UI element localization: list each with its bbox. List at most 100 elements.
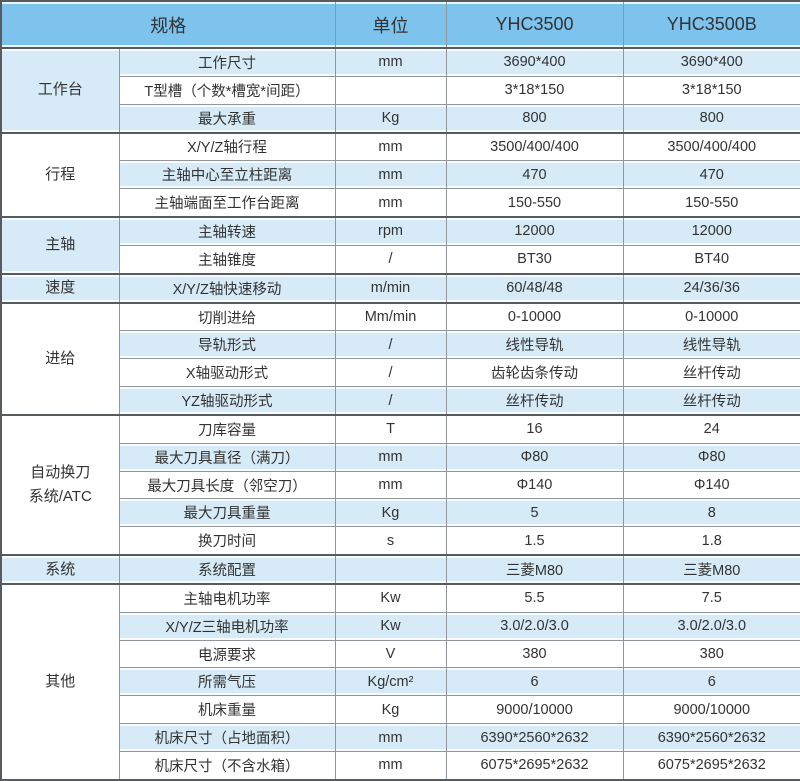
table-row: 机床尺寸（不含水箱） mm 6075*2695*2632 6075*2695*2…	[1, 750, 800, 781]
spec-label-cell: 电源要求	[118, 639, 336, 669]
unit-cell: T	[334, 413, 447, 444]
spec-label-cell: 主轴电机功率	[118, 582, 336, 613]
spec-label-cell: 机床尺寸（不含水箱）	[118, 750, 336, 781]
yhc3500-value-cell: 0-10000	[445, 301, 624, 332]
unit-cell: m/min	[334, 272, 447, 304]
yhc3500-value-cell: 9000/10000	[445, 695, 624, 725]
unit-cell: Kg/cm²	[334, 667, 447, 697]
table-row: 主轴锥度 / BT30 BT40	[1, 244, 800, 275]
yhc3500b-value-cell: 6075*2695*2632	[622, 750, 800, 781]
spec-label-cell: X/Y/Z轴行程	[118, 131, 336, 162]
yhc3500b-value-cell: 12000	[622, 216, 800, 246]
yhc3500b-value-cell: 1.8	[622, 526, 800, 556]
yhc3500b-value-cell: 800	[622, 103, 800, 134]
yhc3500b-value-cell: 丝杆传动	[622, 358, 800, 388]
spec-label-cell: 切削进给	[118, 301, 336, 332]
spec-label-cell: 换刀时间	[118, 526, 336, 556]
table-row: 最大刀具重量 Kg 5 8	[1, 498, 800, 528]
yhc3500b-value-cell: 24/36/36	[622, 272, 800, 304]
table-row: 进给 切削进给 Mm/min 0-10000 0-10000	[0, 301, 800, 416]
spec-label-cell: 主轴锥度	[118, 244, 336, 275]
yhc3500-value-cell: 齿轮齿条传动	[445, 358, 624, 388]
yhc3500-value-cell: 线性导轨	[445, 330, 624, 360]
yhc3500b-value-cell: 470	[622, 160, 800, 190]
table-row: 主轴中心至立柱距离 mm 470 470	[1, 160, 800, 190]
yhc3500-value-cell: 16	[445, 413, 624, 444]
table-row: 行程 X/Y/Z轴行程 mm 3500/400/400 3500/400/400	[0, 131, 800, 218]
unit-cell: s	[334, 526, 447, 556]
table-row: X/Y/Z三轴电机功率 Kw 3.0/2.0/3.0 3.0/2.0/3.0	[1, 611, 800, 641]
col-header-unit: 单位	[334, 0, 447, 49]
spec-label-cell: 最大承重	[118, 103, 336, 134]
unit-cell: rpm	[334, 216, 447, 246]
table-row: 最大承重 Kg 800 800	[1, 103, 800, 134]
spec-label-cell: 主轴端面至工作台距离	[118, 188, 336, 218]
unit-cell: mm	[334, 160, 447, 190]
table-row: 导轨形式 / 线性导轨 线性导轨	[1, 330, 800, 360]
unit-cell: /	[334, 244, 447, 275]
unit-cell	[334, 554, 447, 585]
group-label-cell-other: 其他	[0, 582, 120, 781]
group-label-cell-spindle: 主轴	[0, 216, 120, 275]
spec-label-cell: 系统配置	[118, 554, 336, 585]
yhc3500b-value-cell: Φ140	[622, 470, 800, 500]
unit-cell: Kw	[334, 611, 447, 641]
spec-label-cell: 机床尺寸（占地面积）	[118, 723, 336, 752]
yhc3500b-value-cell: 3.0/2.0/3.0	[622, 611, 800, 641]
yhc3500-value-cell: 5.5	[445, 582, 624, 613]
table-row: YZ轴驱动形式 / 丝杆传动 丝杆传动	[1, 386, 800, 416]
unit-cell: mm	[334, 723, 447, 752]
unit-cell	[334, 75, 447, 105]
group-label-cell-travel: 行程	[0, 131, 120, 218]
table-row: 系统 系统配置 三菱M80 三菱M80	[0, 554, 800, 585]
unit-cell: mm	[334, 442, 447, 472]
yhc3500b-value-cell: 9000/10000	[622, 695, 800, 725]
spec-label-cell: X轴驱动形式	[118, 358, 336, 388]
yhc3500b-value-cell: 三菱M80	[622, 554, 800, 585]
unit-cell: V	[334, 639, 447, 669]
yhc3500-value-cell: 3*18*150	[445, 75, 624, 105]
spec-label-cell: 最大刀具长度（邻空刀）	[118, 470, 336, 500]
table-row: 自动换刀 系统/ATC 刀库容量 T 16 24	[0, 413, 800, 556]
yhc3500-value-cell: 60/48/48	[445, 272, 624, 304]
table-row: 机床尺寸（占地面积） mm 6390*2560*2632 6390*2560*2…	[1, 723, 800, 752]
spec-label-cell: 刀库容量	[118, 413, 336, 444]
spec-label-cell: YZ轴驱动形式	[118, 386, 336, 416]
col-header-model1: YHC3500	[445, 0, 624, 49]
group-label-cell-feed: 进给	[0, 301, 120, 416]
yhc3500-value-cell: 6075*2695*2632	[445, 750, 624, 781]
unit-cell: mm	[334, 188, 447, 218]
yhc3500b-value-cell: 3*18*150	[622, 75, 800, 105]
yhc3500-value-cell: BT30	[445, 244, 624, 275]
unit-cell: mm	[334, 131, 447, 162]
yhc3500b-value-cell: 8	[622, 498, 800, 528]
col-header-spec: 规格	[0, 0, 336, 49]
table-row: T型槽（个数*槽宽*间距） 3*18*150 3*18*150	[1, 75, 800, 105]
unit-cell: mm	[334, 750, 447, 781]
table-row: 主轴 主轴转速 rpm 12000 12000	[0, 216, 800, 275]
spec-label-cell: T型槽（个数*槽宽*间距）	[118, 75, 336, 105]
yhc3500b-value-cell: 380	[622, 639, 800, 669]
table-row: 工作台 工作尺寸 mm 3690*400 3690*400	[0, 46, 800, 134]
yhc3500b-value-cell: 线性导轨	[622, 330, 800, 360]
col-header-model2: YHC3500B	[622, 0, 800, 49]
table-row: 最大刀具直径（满刀） mm Φ80 Φ80	[1, 442, 800, 472]
yhc3500-value-cell: 6	[445, 667, 624, 697]
yhc3500-value-cell: 470	[445, 160, 624, 190]
yhc3500b-value-cell: 6390*2560*2632	[622, 723, 800, 752]
spec-label-cell: 所需气压	[118, 667, 336, 697]
yhc3500-value-cell: 3500/400/400	[445, 131, 624, 162]
group-label-cell-system: 系统	[0, 554, 120, 585]
unit-cell: Kg	[334, 103, 447, 134]
unit-cell: Kw	[334, 582, 447, 613]
yhc3500-value-cell: 12000	[445, 216, 624, 246]
table-row: 最大刀具长度（邻空刀） mm Φ140 Φ140	[1, 470, 800, 500]
yhc3500b-value-cell: 丝杆传动	[622, 386, 800, 416]
yhc3500-value-cell: 三菱M80	[445, 554, 624, 585]
table-row: 其他 主轴电机功率 Kw 5.5 7.5	[0, 582, 800, 781]
yhc3500-value-cell: 5	[445, 498, 624, 528]
table-row: 速度 X/Y/Z轴快速移动 m/min 60/48/48 24/36/36	[0, 272, 800, 304]
yhc3500b-value-cell: 24	[622, 413, 800, 444]
yhc3500b-value-cell: 0-10000	[622, 301, 800, 332]
